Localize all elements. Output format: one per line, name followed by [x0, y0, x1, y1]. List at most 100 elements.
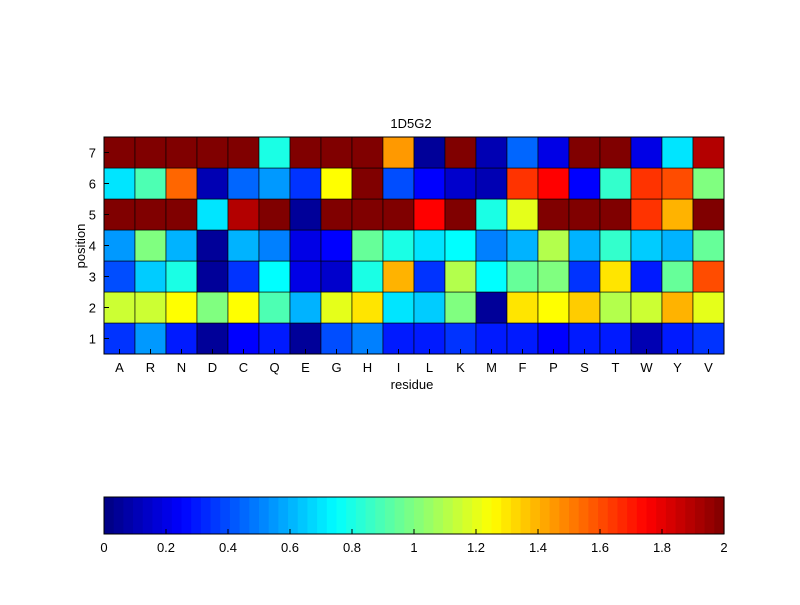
colorbar-swatch: [152, 497, 163, 534]
heatmap-cell-V-2: [692, 291, 725, 324]
x-tick-label: S: [580, 360, 589, 375]
y-tick-label: 6: [89, 177, 96, 192]
chart-title: 1D5G2: [390, 116, 431, 131]
colorbar-tick-label: 0.8: [343, 540, 361, 555]
x-tick-label: V: [704, 360, 713, 375]
colorbar-swatch: [307, 497, 318, 534]
heatmap-cell-R-3: [134, 260, 167, 293]
heatmap-cell-P-7: [537, 136, 570, 169]
colorbar-ticks: 0 0.2 0.4 0.6 0.8 1 1.2 1.4 1.6 1.8 2: [100, 529, 728, 555]
heatmap-cell-I-4: [382, 229, 415, 262]
x-tick-label: E: [301, 360, 310, 375]
heatmap-cell-C-4: [227, 229, 260, 262]
heatmap-cell-W-2: [630, 291, 663, 324]
y-tick-label: 2: [89, 301, 96, 316]
heatmap-cell-T-1: [599, 322, 632, 355]
heatmap-cell-S-2: [568, 291, 601, 324]
heatmap-cell-V-7: [692, 136, 725, 169]
heatmap-cell-F-5: [506, 198, 539, 231]
heatmap-cell-I-2: [382, 291, 415, 324]
colorbar-swatch: [452, 497, 464, 534]
colorbar-swatch: [694, 497, 706, 534]
colorbar-swatch: [675, 497, 686, 534]
heatmap-cell-G-1: [320, 322, 353, 355]
x-tick-label: I: [397, 360, 401, 375]
colorbar-swatch: [414, 497, 425, 534]
heatmap-cell-I-1: [382, 322, 415, 355]
colorbar-swatch: [336, 497, 347, 534]
x-tick-label: W: [640, 360, 653, 375]
heatmap-cell-V-6: [692, 167, 725, 200]
heatmap-cell-E-6: [289, 167, 322, 200]
x-tick-label: Y: [673, 360, 682, 375]
heatmap-cell-N-4: [165, 229, 198, 262]
colorbar-swatch: [627, 497, 638, 534]
colorbar-swatch: [714, 497, 725, 534]
colorbar-swatch: [133, 497, 144, 534]
heatmap-cell-R-2: [134, 291, 167, 324]
colorbar-swatch: [530, 497, 541, 534]
x-tick-label: L: [426, 360, 433, 375]
colorbar-tick-label: 0.2: [157, 540, 175, 555]
heatmap-cell-M-2: [475, 291, 508, 324]
heatmap-cell-G-4: [320, 229, 353, 262]
y-tick-label: 3: [89, 270, 96, 285]
heatmap-cell-F-4: [506, 229, 539, 262]
heatmap-cell-S-6: [568, 167, 601, 200]
heatmap-cell-W-3: [630, 260, 663, 293]
heatmap-cell-L-4: [413, 229, 446, 262]
colorbar-swatch: [326, 497, 338, 534]
x-tick-label: C: [239, 360, 248, 375]
heatmap-cell-C-6: [227, 167, 260, 200]
heatmap-cell-V-5: [692, 198, 725, 231]
colorbar-swatch: [665, 497, 677, 534]
heatmap-cell-H-3: [351, 260, 384, 293]
colorbar-swatch: [646, 497, 657, 534]
heatmap-cell-Y-4: [661, 229, 694, 262]
colorbar-swatch: [375, 497, 386, 534]
heatmap-cell-I-7: [382, 136, 415, 169]
heatmap-cell-R-6: [134, 167, 167, 200]
colorbar-swatch: [520, 497, 531, 534]
heatmap-cell-E-3: [289, 260, 322, 293]
heatmap-cell-Q-7: [258, 136, 291, 169]
colorbar-swatch: [462, 497, 473, 534]
colorbar-swatch: [113, 497, 124, 534]
heatmap-cell-I-6: [382, 167, 415, 200]
colorbar-swatch: [317, 497, 328, 534]
heatmap-cell-G-3: [320, 260, 353, 293]
heatmap-cell-W-1: [630, 322, 663, 355]
heatmap-cell-C-5: [227, 198, 260, 231]
heatmap-cell-Q-3: [258, 260, 291, 293]
heatmap-cell-D-7: [196, 136, 229, 169]
heatmap-cell-T-2: [599, 291, 632, 324]
colorbar-swatch: [142, 497, 154, 534]
colorbar-swatch: [588, 497, 599, 534]
heatmap-cell-D-6: [196, 167, 229, 200]
heatmap-cell-R-1: [134, 322, 167, 355]
heatmap-cell-Q-6: [258, 167, 291, 200]
heatmap-cell-F-7: [506, 136, 539, 169]
heatmap-cell-Q-5: [258, 198, 291, 231]
heatmap-cell-N-2: [165, 291, 198, 324]
y-tick-label: 1: [89, 332, 96, 347]
colorbar-swatch: [220, 497, 231, 534]
colorbar-swatch: [181, 497, 192, 534]
colorbar-swatch: [297, 497, 309, 534]
colorbar-swatch: [365, 497, 376, 534]
heatmap-cell-G-5: [320, 198, 353, 231]
colorbar-swatch: [501, 497, 512, 534]
y-tick-label: 5: [89, 208, 96, 223]
heatmap-cell-Y-2: [661, 291, 694, 324]
heatmap-cell-T-4: [599, 229, 632, 262]
heatmap-cell-I-3: [382, 260, 415, 293]
colorbar-tick-label: 1.2: [467, 540, 485, 555]
heatmap-cell-D-3: [196, 260, 229, 293]
colorbar-swatch: [394, 497, 405, 534]
heatmap-cells: [103, 136, 725, 355]
heatmap-cell-S-3: [568, 260, 601, 293]
x-tick-label: M: [486, 360, 497, 375]
heatmap-cell-C-2: [227, 291, 260, 324]
x-tick-label: D: [208, 360, 217, 375]
